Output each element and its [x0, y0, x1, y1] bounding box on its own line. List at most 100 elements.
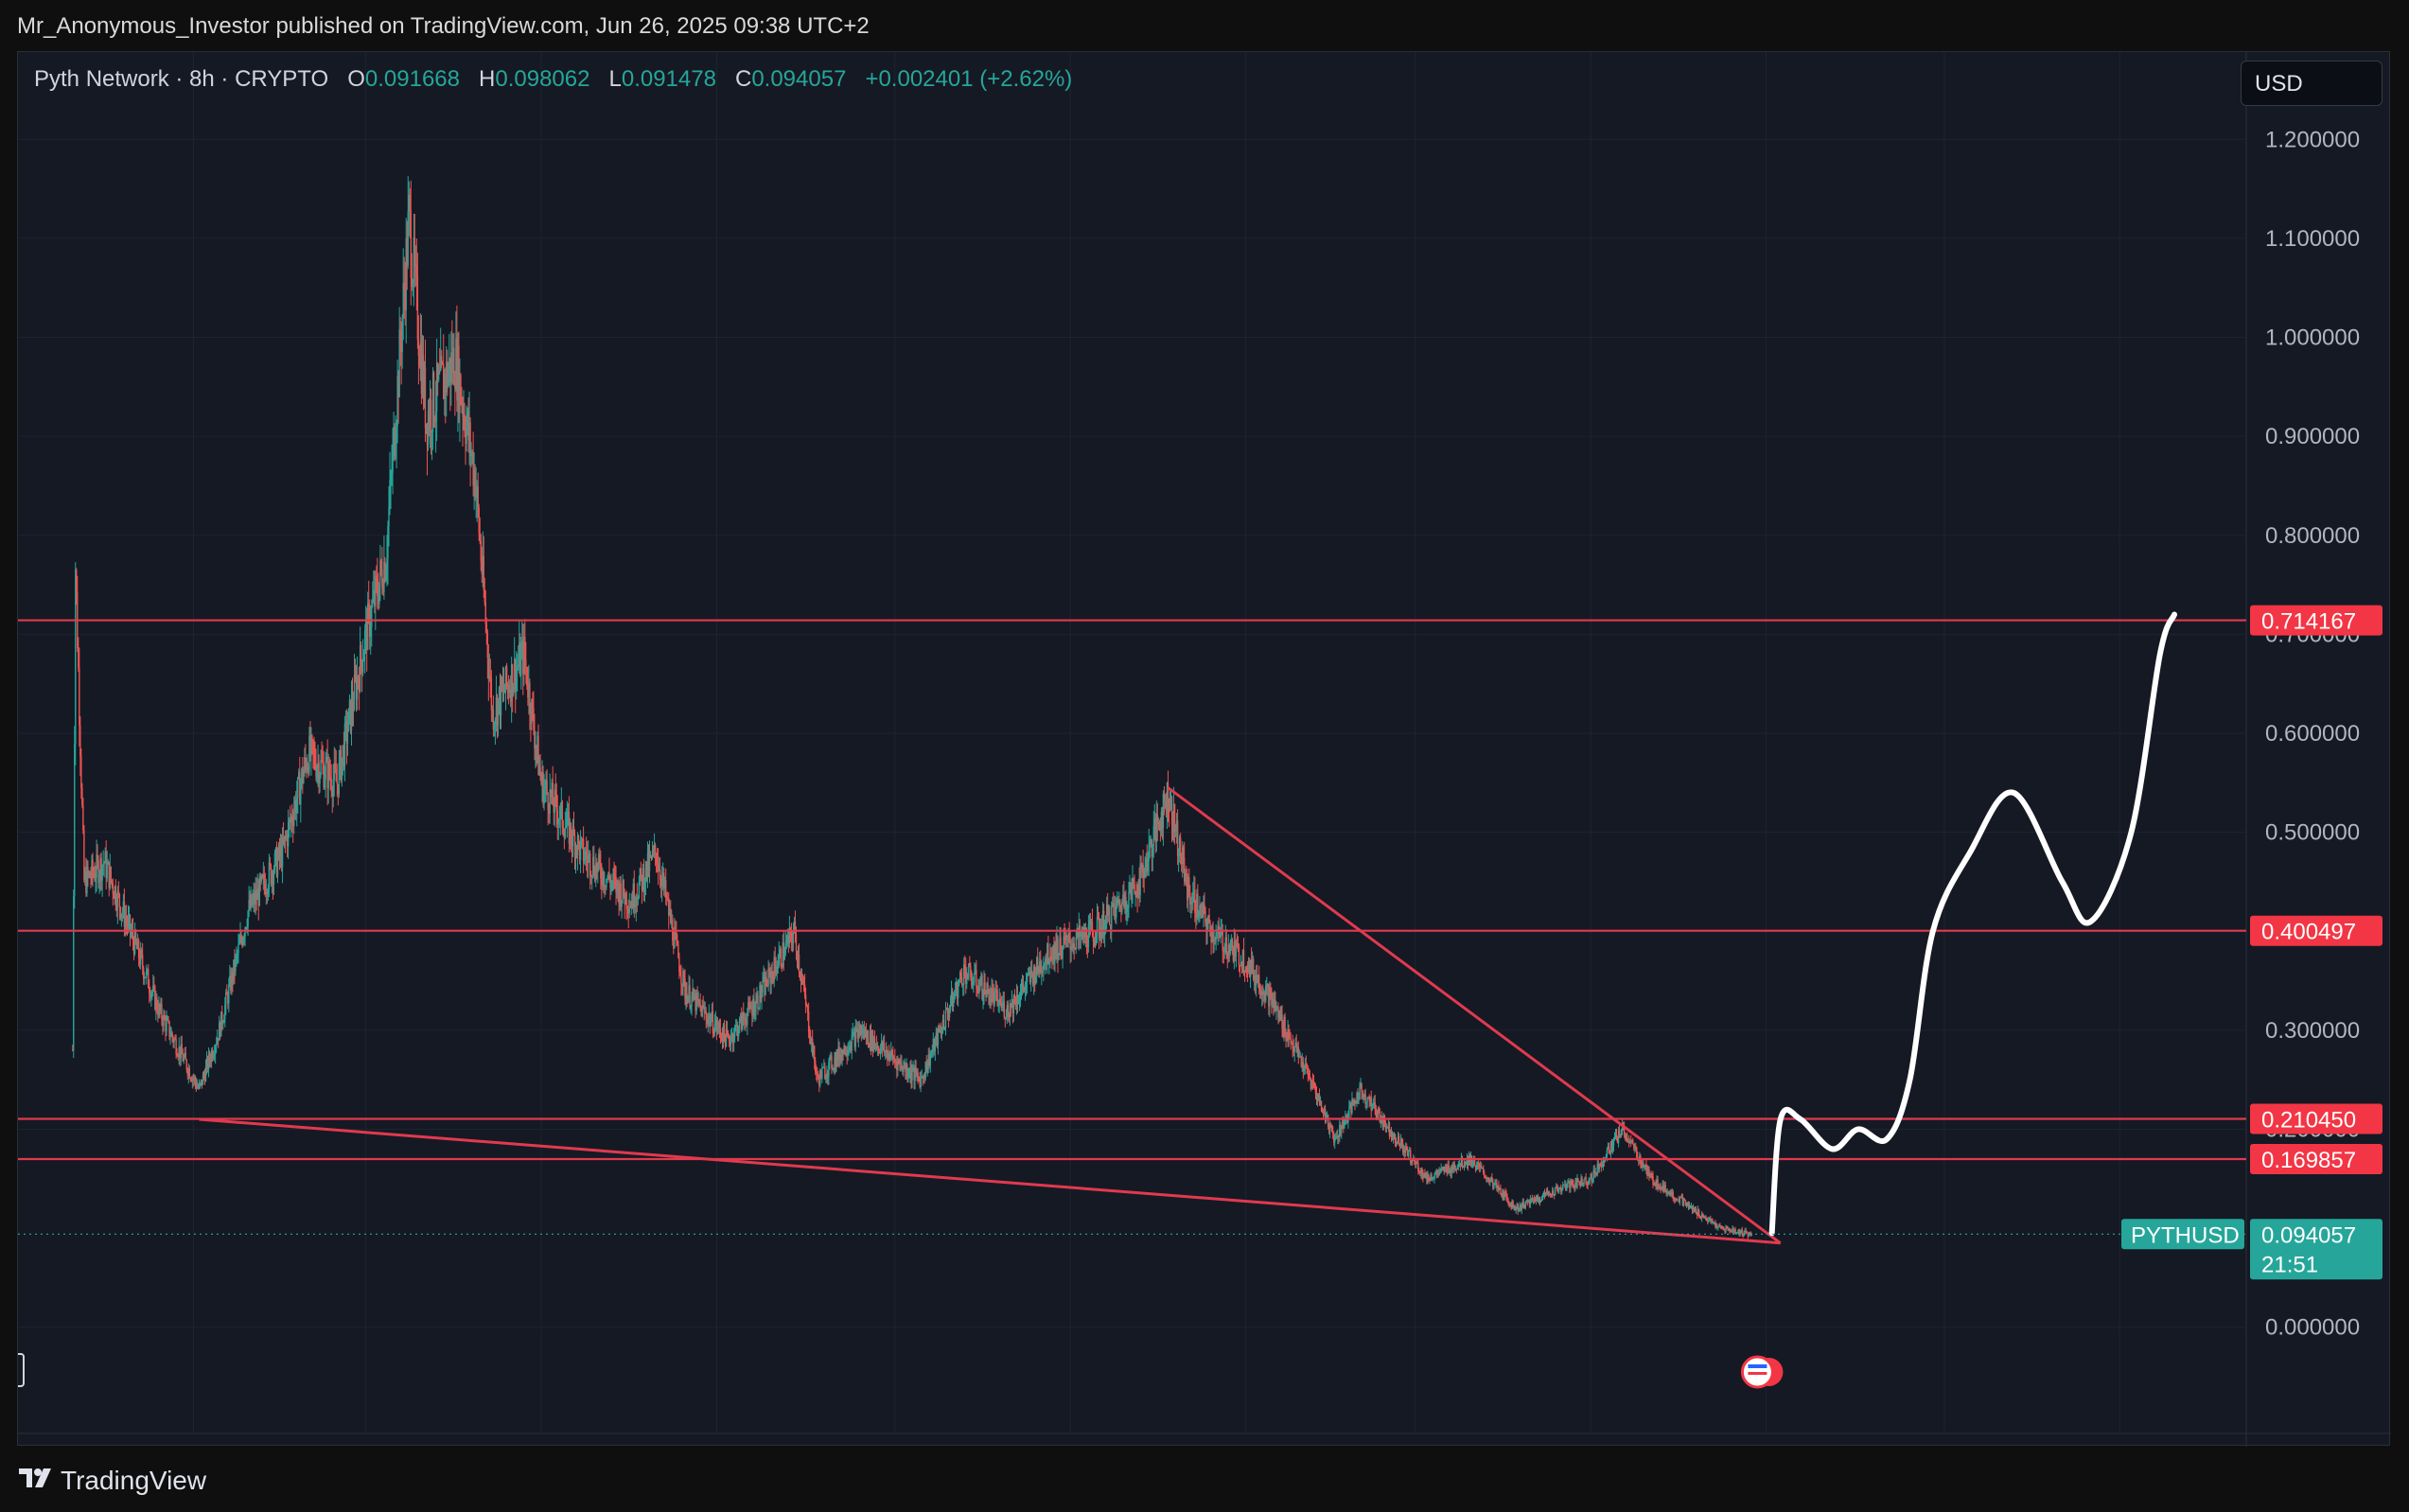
candle-body: [83, 830, 85, 881]
candle-body: [1419, 1172, 1421, 1174]
candle-body: [1712, 1219, 1714, 1223]
economic-events[interactable]: [18, 1353, 1784, 1389]
candle-body: [856, 1028, 859, 1039]
candle-body: [222, 1022, 224, 1025]
candle-body: [699, 1004, 701, 1007]
candle-body: [1228, 944, 1231, 954]
candle-body: [1449, 1169, 1451, 1173]
candle-body: [1391, 1134, 1394, 1138]
candle-body: [263, 874, 266, 885]
candle-body: [1426, 1174, 1428, 1184]
candle-body: [1124, 896, 1126, 907]
candle-body: [995, 990, 997, 992]
candle-body: [1553, 1194, 1556, 1196]
candle-body: [485, 624, 488, 633]
candle-body: [1047, 943, 1049, 965]
candle-body: [707, 1018, 709, 1025]
candle-body: [1257, 975, 1259, 983]
candle-body: [1316, 1096, 1319, 1099]
candle-body: [298, 771, 300, 778]
high-key: H: [479, 66, 496, 92]
currency-button[interactable]: USD: [2241, 61, 2383, 106]
candle-body: [1394, 1134, 1397, 1144]
candle-body: [603, 870, 605, 887]
candle-body: [537, 736, 539, 775]
candle-body: [1248, 960, 1251, 977]
candle-body: [75, 570, 77, 745]
candle-body: [1328, 1127, 1330, 1133]
candle-body: [310, 736, 312, 757]
candle-body: [1320, 1100, 1323, 1112]
candle-body: [177, 1056, 179, 1058]
candle-body: [141, 954, 144, 968]
candle-body: [118, 893, 121, 907]
candle-body: [713, 1024, 716, 1033]
close-key: C: [734, 66, 752, 92]
candle-body: [209, 1060, 212, 1063]
tradingview-brand[interactable]: TradingView: [19, 1465, 206, 1497]
candle-body: [1598, 1163, 1600, 1169]
candle-body: [1569, 1180, 1571, 1188]
candle-body: [1276, 1007, 1278, 1010]
candle-body: [644, 861, 647, 884]
candle-body: [321, 760, 323, 762]
candle-body: [1647, 1169, 1649, 1177]
candle-body: [278, 844, 281, 857]
symbol-title[interactable]: Pyth Network · 8h · CRYPTO: [34, 66, 329, 92]
candle-body: [975, 970, 976, 974]
y-tick-label: 1.100000: [2265, 226, 2360, 252]
candle-body: [389, 480, 391, 508]
candle-body: [1126, 909, 1128, 912]
candle-body: [426, 423, 429, 445]
candle-body: [1352, 1099, 1354, 1103]
candle-body: [1199, 905, 1201, 915]
candle-body: [194, 1077, 197, 1083]
candle-body: [1609, 1153, 1611, 1155]
candle-body: [376, 575, 378, 580]
candle-body: [1357, 1093, 1359, 1100]
candle-body: [1364, 1094, 1366, 1104]
candle-body: [165, 1019, 167, 1031]
candle-body: [853, 1031, 855, 1047]
candle-body: [225, 992, 227, 1006]
candle-body: [1147, 860, 1149, 872]
high-value: 0.098062: [495, 66, 590, 92]
candle-body: [780, 948, 782, 966]
candle-body: [1726, 1227, 1728, 1229]
candle-body: [1304, 1063, 1307, 1068]
candle-body: [335, 768, 337, 782]
candle-body: [1686, 1203, 1689, 1207]
candle-body: [1292, 1047, 1294, 1052]
candle-body: [450, 352, 452, 383]
candle-body: [1537, 1196, 1539, 1201]
candle-body: [958, 979, 960, 985]
candle-body: [1298, 1056, 1300, 1058]
trendlines[interactable]: [199, 786, 1782, 1245]
candle-body: [917, 1072, 919, 1078]
candle-body: [1630, 1140, 1632, 1142]
candle-body: [1535, 1199, 1538, 1203]
candle-body: [962, 983, 964, 985]
chart-canvas[interactable]: 1.2000001.1000001.0000000.9000000.800000…: [18, 52, 2391, 1447]
candle-body: [659, 879, 662, 888]
projection-drawing[interactable]: [1768, 611, 2178, 1237]
y-tick-label: 0.000000: [2265, 1315, 2360, 1341]
candle-body: [443, 364, 445, 399]
candle-body: [312, 740, 314, 751]
candle-body: [671, 919, 673, 923]
candle-body: [542, 771, 544, 804]
candle-body: [764, 976, 765, 995]
candle-body: [231, 971, 233, 991]
candle-body: [697, 999, 699, 1001]
candle-body: [718, 1022, 721, 1029]
candle-body: [989, 996, 991, 1005]
candle-body: [665, 880, 667, 898]
candle-body: [315, 765, 317, 777]
candle-body: [431, 431, 433, 433]
horizontal-levels[interactable]: [18, 619, 2246, 1161]
candle-body: [1724, 1228, 1726, 1232]
chart-pane[interactable]: 1.200000 1.100000 1.000000 0.900000 0.800000…: [17, 51, 2391, 1447]
candle-body: [116, 890, 119, 910]
candle-body: [266, 891, 269, 894]
candle-body: [183, 1057, 185, 1062]
